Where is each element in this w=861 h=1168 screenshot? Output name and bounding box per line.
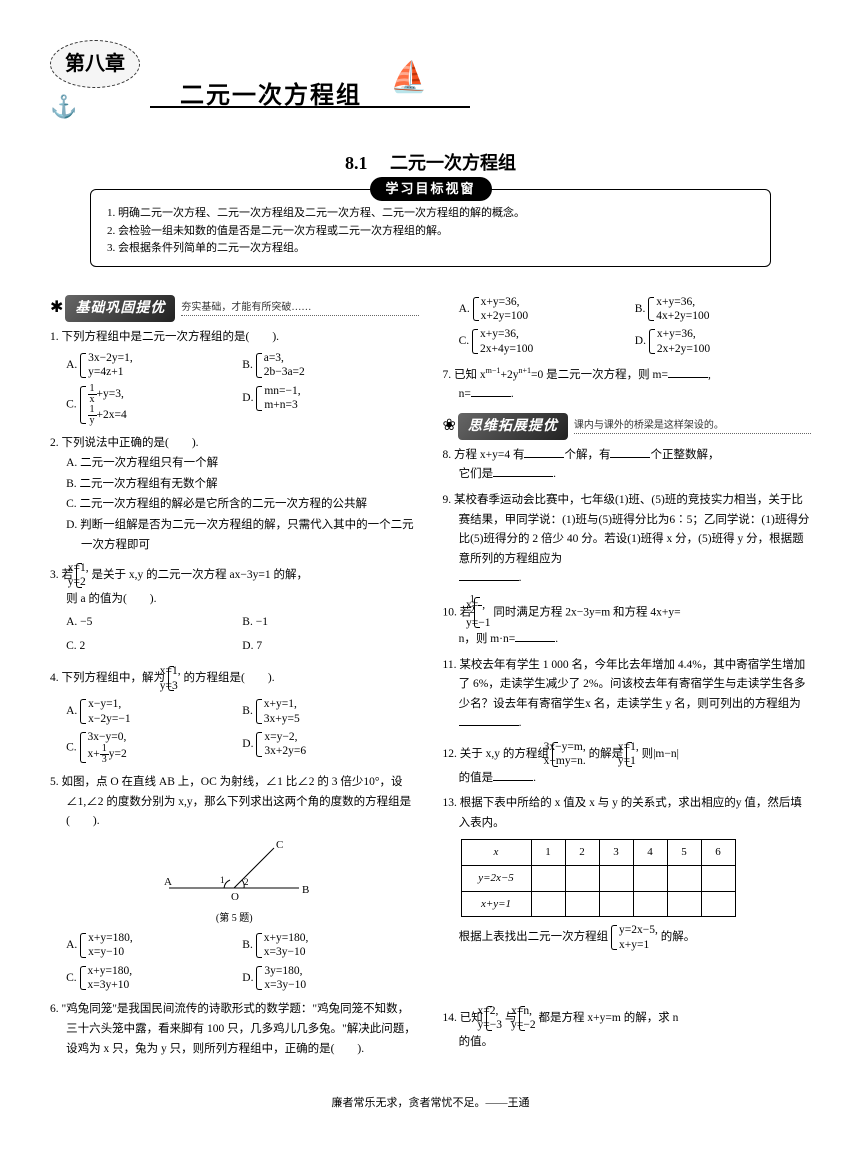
blank (610, 446, 650, 458)
choice-b: B. −1 (242, 613, 418, 633)
table-cell: 4 (633, 840, 667, 866)
footer-quote: 廉者常乐无求，贪者常忧不足。——王通 (50, 1095, 811, 1112)
choice-c: C. 二元一次方程组的解必是它所含的二元一次方程的公共解 (66, 495, 418, 515)
ext-note: 课内与课外的桥梁是这样架设的。 (574, 418, 811, 434)
table-header: x (461, 840, 531, 866)
wave-decoration (150, 106, 470, 108)
anchor-icon: ⚓ (50, 90, 77, 123)
section-number: 8.1 (345, 153, 368, 173)
choice-d: D. 3y=180,x=3y−10 (242, 964, 418, 993)
choice-d: D. mn=−1,m+n=3 (242, 384, 418, 426)
choice-d: D. 7 (242, 637, 418, 657)
choice-a: A. 3x−2y=1,y=4z+1 (66, 351, 242, 380)
choice-c: C. x+y=36,2x+4y=100 (459, 327, 635, 356)
label-B: B (302, 884, 309, 896)
choice-d: D. 判断一组解是否为二元一次方程组的解，只需代入其中的一个二元一次方程即可 (66, 516, 418, 555)
blank (459, 570, 519, 582)
section-name: 二元一次方程组 (390, 153, 516, 173)
goal-content: 1. 明确二元一次方程、二元一次方程组及二元一次方程、二元一次方程组的解的概念。… (90, 189, 771, 267)
problem-6: 6. "鸡兔同笼"是我国民间流传的诗歌形式的数学题："鸡兔同笼不知数，三十六头笼… (50, 1000, 419, 1059)
basic-ribbon: ✱ 基础巩固提优 夯实基础，才能有所突破…… (50, 295, 419, 322)
choice-c: C. 2 (66, 637, 242, 657)
flower-icon: ❀ (443, 414, 456, 438)
problem-8: 8. 方程 x+y=4 有个解，有个正整数解， 它们是. (443, 446, 812, 485)
problem-6-choices: A. x+y=36,x+2y=100 B. x+y=36,4x+2y=100 C… (443, 293, 812, 359)
choice-c: C. 3x−y=0, x+13y=2 (66, 730, 242, 765)
choice-b: B. a=3,2b−3a=2 (242, 351, 418, 380)
choice-d: D. x=y−2,3x+2y=6 (242, 730, 418, 765)
choice-a: A. x+y=180,x=y−10 (66, 931, 242, 960)
left-column: ✱ 基础巩固提优 夯实基础，才能有所突破…… 1. 下列方程组中是二元一次方程组… (50, 287, 419, 1066)
problem-3: 3. 若 x=1,y=2 是关于 x,y 的二元一次方程 ax−3y=1 的解，… (50, 561, 419, 658)
right-column: A. x+y=36,x+2y=100 B. x+y=36,4x+2y=100 C… (443, 287, 812, 1066)
table-cell: 1 (531, 840, 565, 866)
choice-b: B. x+y=36,4x+2y=100 (635, 295, 811, 324)
label-A: A (164, 876, 172, 888)
ship-icon: ⛵ (390, 55, 427, 100)
problem-11: 11. 某校去年有学生 1 000 名，今年比去年增加 4.4%，其中寄宿学生增… (443, 656, 812, 734)
choice-c: C. x+y=180,x=3y+10 (66, 964, 242, 993)
stem: 1. 下列方程组中是二元一次方程组的是( ). (50, 328, 419, 348)
table-row-label: y=2x−5 (461, 865, 531, 891)
problem-1: 1. 下列方程组中是二元一次方程组的是( ). A. 3x−2y=1,y=4z+… (50, 328, 419, 428)
label-angle1: 1 (220, 875, 225, 885)
choice-b: B. x+y=180,x=3y−10 (242, 931, 418, 960)
problem-12: 12. 关于 x,y 的方程组 3x−y=m,x+my=n. 的解是 x=1,y… (443, 740, 812, 788)
stem: 5. 如图，点 O 在直线 AB 上，OC 为射线，∠1 比∠2 的 3 倍少1… (50, 773, 419, 832)
choice-b: B. x+y=1,3x+y=5 (242, 697, 418, 726)
blank (459, 715, 519, 727)
goal-box: 学习目标视窗 1. 明确二元一次方程、二元一次方程组及二元一次方程、二元一次方程… (90, 189, 771, 267)
ext-ribbon: ❀ 思维拓展提优 课内与课外的桥梁是这样架设的。 (443, 413, 812, 440)
basic-note: 夯实基础，才能有所突破…… (181, 300, 418, 316)
choice-a: A. x+y=36,x+2y=100 (459, 295, 635, 324)
blank (493, 769, 533, 781)
problem-13: 13. 根据下表中所给的 x 值及 x 与 y 的关系式，求出相应的y 值，然后… (443, 794, 812, 952)
problem-5: 5. 如图，点 O 在直线 AB 上，OC 为射线，∠1 比∠2 的 3 倍少1… (50, 773, 419, 994)
angle-figure: A B C O 1 2 (154, 838, 314, 908)
goal-ribbon: 学习目标视窗 (369, 177, 491, 201)
data-table: x 1 2 3 4 5 6 y=2x−5 x+y=1 (461, 839, 736, 917)
choice-b: B. 二元一次方程组有无数个解 (66, 475, 418, 495)
figure-caption: (第 5 题) (50, 910, 419, 927)
stem: 2. 下列说法中正确的是( ). (50, 434, 419, 454)
table-cell: 5 (667, 840, 701, 866)
table-cell: 2 (565, 840, 599, 866)
table-cell: 3 (599, 840, 633, 866)
chapter-title: 二元一次方程组 (180, 78, 362, 114)
blank (515, 631, 555, 643)
choice-d: D. x+y=36,2x+2y=100 (635, 327, 811, 356)
goal-item: 1. 明确二元一次方程、二元一次方程组及二元一次方程、二元一次方程组的解的概念。 (107, 205, 754, 222)
choice-a: A. x−y=1,x−2y=−1 (66, 697, 242, 726)
blank (471, 386, 511, 398)
section-title: 8.1 二元一次方程组 (50, 150, 811, 177)
blank (493, 466, 553, 478)
basic-badge: 基础巩固提优 (65, 295, 175, 322)
goal-item: 2. 会检验一组未知数的值是否是二元一次方程或二元一次方程组的解。 (107, 223, 754, 240)
label-C: C (276, 839, 283, 851)
table-row-label: x+y=1 (461, 891, 531, 917)
table-cell: 6 (701, 840, 735, 866)
problem-10: 10. 若 x=12, y=−1 同时满足方程 2x−3y=m 和方程 4x+y… (443, 595, 812, 650)
choice-a: A. −5 (66, 613, 242, 633)
problem-9: 9. 某校春季运动会比赛中，七年级(1)班、(5)班的竞技实力相当，关于比赛结果… (443, 491, 812, 589)
star-icon: ✱ (50, 296, 63, 320)
ext-badge: 思维拓展提优 (458, 413, 568, 440)
stem: 6. "鸡兔同笼"是我国民间流传的诗歌形式的数学题："鸡兔同笼不知数，三十六头笼… (50, 1000, 419, 1059)
problem-14: 14. 已知 x=2,y=−3 与 x=n,y=−2 都是方程 x+y=m 的解… (443, 1004, 812, 1052)
label-O: O (231, 891, 239, 903)
blank (524, 446, 564, 458)
label-angle2: 2 (244, 877, 249, 887)
problem-7: 7. 已知 xm−1+2yn+1=0 是二元一次方程，则 m=, n=. (443, 364, 812, 405)
choice-a: A. 二元一次方程组只有一个解 (66, 454, 418, 474)
problem-4: 4. 下列方程组中，解为 x=1,y=3 的方程组是( ). A. x−y=1,… (50, 664, 419, 767)
problem-2: 2. 下列说法中正确的是( ). A. 二元一次方程组只有一个解 B. 二元一次… (50, 434, 419, 555)
blank (668, 366, 708, 378)
chapter-badge: 第八章 (50, 40, 140, 88)
choice-c: C. 1x+y=3, 1y+2x=4 (66, 384, 242, 426)
goal-item: 3. 会根据条件列简单的二元一次方程组。 (107, 240, 754, 257)
chapter-header: ⚓ 第八章 ⛵ 二元一次方程组 (50, 40, 811, 130)
